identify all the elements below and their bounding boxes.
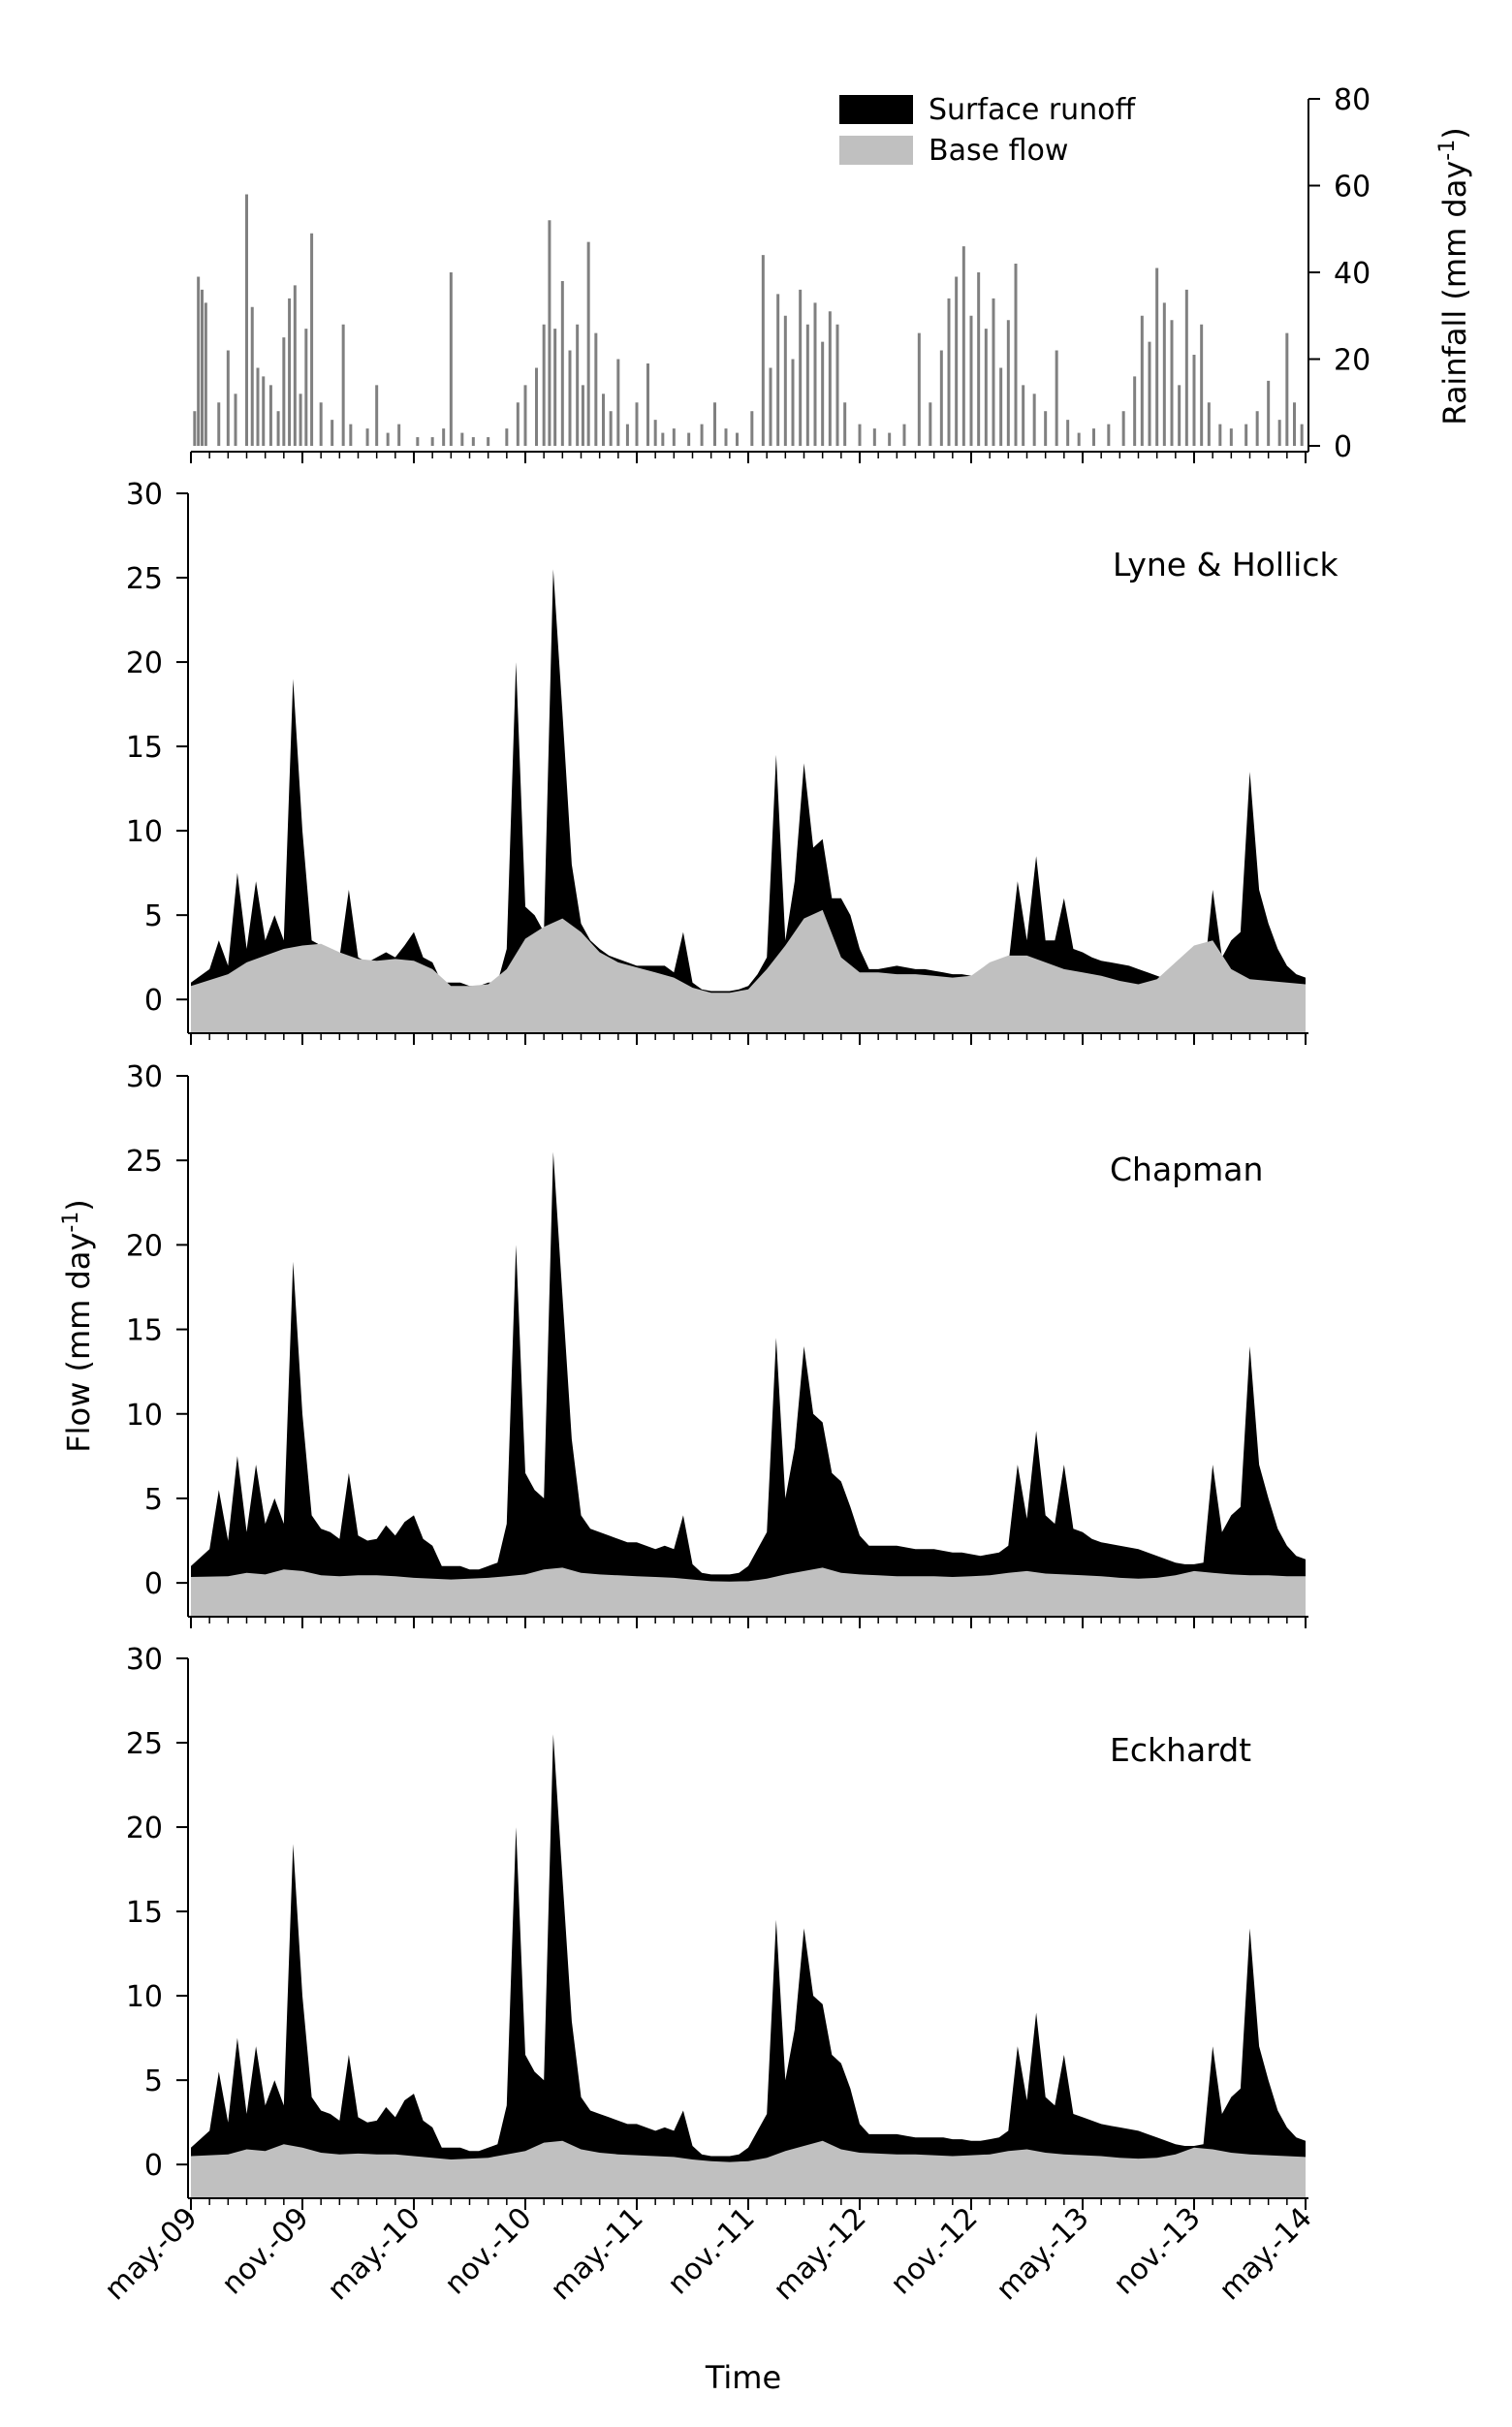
flow-y-tick-label: 30 (126, 1643, 163, 1677)
time-tick-label: nov.-11 (661, 2201, 761, 2301)
legend-surface-runoff-swatch (839, 95, 913, 124)
rainfall-y-tick-label: 20 (1334, 344, 1370, 378)
flow-y-tick-label: 0 (144, 2149, 163, 2183)
flow-y-tick-label: 20 (126, 646, 163, 680)
chapman-surface-runoff-area (191, 1151, 1306, 1617)
rainfall-y-tick-label: 0 (1334, 430, 1352, 464)
time-tick-label: may.-12 (767, 2201, 872, 2307)
flow-y-tick-label: 15 (126, 1896, 163, 1930)
time-axis-label: Time (705, 2359, 781, 2396)
legend-base-flow-swatch (839, 136, 913, 165)
flow-y-tick-label: 0 (144, 984, 163, 1018)
rainfall-y-tick-label: 60 (1334, 171, 1370, 205)
flow-y-tick-label: 10 (126, 815, 163, 849)
chapman-panel: 0 5 10 15 20 25 30 Chapman (126, 1060, 1308, 1628)
chapman-base-flow-area (191, 1567, 1306, 1617)
eckhardt-axes: 0 5 10 15 20 25 30 (126, 1643, 1308, 2210)
time-tick-label: may.-11 (544, 2201, 649, 2307)
legend: Surface runoff Base flow (839, 93, 1137, 168)
legend-surface-runoff-label: Surface runoff (929, 93, 1137, 127)
flow-y-tick-label: 25 (126, 1145, 163, 1179)
flow-y-tick-label: 10 (126, 1980, 163, 2014)
flow-axis-label: Flow (mm day-1) (59, 1199, 97, 1453)
flow-y-tick-label: 20 (126, 1812, 163, 1845)
time-tick-label: nov.-13 (1107, 2201, 1207, 2301)
flow-y-tick-label: 10 (126, 1399, 163, 1433)
flow-y-tick-label: 5 (144, 1483, 163, 1517)
eckhardt-panel-title: Eckhardt (1110, 1731, 1251, 1769)
flow-y-tick-label: 5 (144, 899, 163, 933)
eckhardt-surface-runoff-area (191, 1734, 1306, 2198)
time-tick-label: nov.-12 (884, 2201, 984, 2301)
rainfall-bars (193, 194, 1304, 446)
time-tick-label: nov.-10 (438, 2201, 538, 2301)
chapman-axes: 0 5 10 15 20 25 30 (126, 1060, 1308, 1628)
flow-y-tick-label: 0 (144, 1567, 163, 1601)
time-tick-label: may.-09 (98, 2201, 204, 2307)
flow-y-tick-label: 30 (126, 478, 163, 512)
flow-y-tick-label: 25 (126, 1727, 163, 1761)
rainfall-y-tick-label: 80 (1334, 83, 1370, 117)
rainfall-axis-label: Rainfall (mm day-1) (1435, 127, 1473, 425)
flow-y-tick-label: 15 (126, 731, 163, 765)
rainfall-panel: 0 20 40 60 80 Rainfall (mm day-1) (190, 83, 1473, 464)
time-tick-label: may.-13 (990, 2201, 1095, 2307)
time-axis-tick-labels: may.-09 nov.-09 may.-10 nov.-10 may.-11 nov.-… (98, 2201, 1318, 2307)
rainfall-x-ticks (190, 452, 1307, 463)
lyne-hollick-panel-title: Lyne & Hollick (1113, 546, 1339, 583)
rainfall-y-tick-label: 40 (1334, 257, 1370, 291)
lyne-hollick-panel: 0 5 10 15 20 25 30 Lyne & Hollick (126, 478, 1339, 1045)
legend-base-flow-label: Base flow (929, 134, 1068, 168)
eckhardt-panel: 0 5 10 15 20 25 30 Eckhardt (126, 1643, 1308, 2210)
flow-y-tick-label: 15 (126, 1314, 163, 1348)
rainfall-y-ticks: 0 20 40 60 80 (1308, 83, 1370, 464)
flow-y-tick-label: 20 (126, 1229, 163, 1263)
eckhardt-base-flow-area (191, 2140, 1306, 2198)
flow-y-tick-label: 25 (126, 562, 163, 596)
chapman-panel-title: Chapman (1110, 1150, 1263, 1188)
time-tick-label: may.-10 (321, 2201, 426, 2307)
time-tick-label: may.-14 (1213, 2201, 1318, 2307)
flow-y-tick-label: 5 (144, 2065, 163, 2098)
lyne-hollick-base-flow-area (191, 909, 1306, 1033)
lyne-hollick-axes: 0 5 10 15 20 25 30 (126, 478, 1308, 1045)
time-tick-label: nov.-09 (215, 2201, 315, 2301)
flow-y-tick-label: 30 (126, 1060, 163, 1094)
